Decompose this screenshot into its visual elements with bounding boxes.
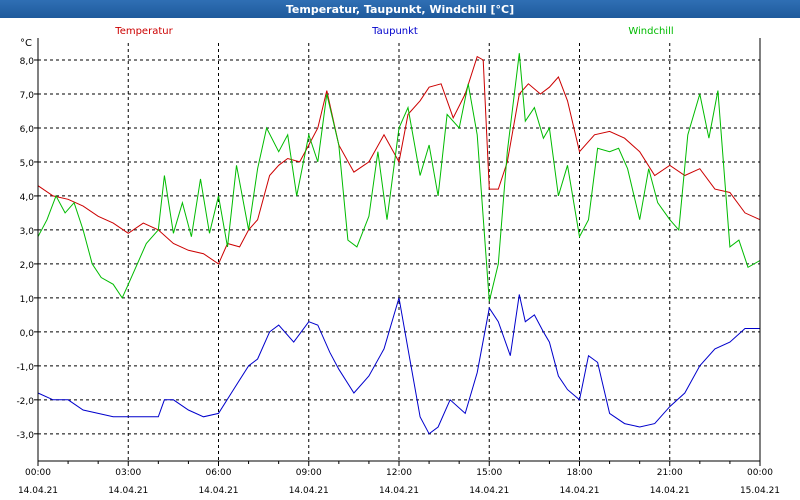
- y-tick-label: 2,0: [20, 261, 35, 271]
- legend-temperatur: Temperatur: [114, 26, 173, 37]
- x-tick-date: 14.04.21: [379, 486, 419, 496]
- x-tick-time: 06:00: [206, 468, 232, 478]
- y-tick-label: 0,0: [20, 329, 35, 339]
- x-tick-date: 15.04.21: [740, 486, 780, 496]
- y-tick-label: 3,0: [20, 227, 35, 237]
- x-tick-date: 14.04.21: [559, 486, 599, 496]
- chart-canvas: Temperatur Taupunkt Windchill 8,0 7,0 6,0 5,0…: [16, 26, 780, 496]
- series-line-windchill: [37, 53, 761, 302]
- series-line-taupunkt: [37, 294, 760, 435]
- x-tick-date: 14.04.21: [650, 486, 690, 496]
- axes: 8,0 7,0 6,0 5,0 4,0 3,0 2,0 1,0 0,0 -1,0 -2,0 -3,0 0…: [16, 38, 780, 496]
- x-tick-time: 15:00: [476, 468, 502, 478]
- y-tick-label: -1,0: [16, 363, 34, 373]
- x-tick-time: 09:00: [296, 468, 322, 478]
- y-tick-label: 6,0: [20, 125, 35, 135]
- y-tick-label: 1,0: [20, 295, 35, 305]
- grid: [38, 43, 760, 461]
- x-tick-time: 18:00: [567, 468, 593, 478]
- y-tick-label: 5,0: [20, 159, 35, 169]
- series-line-temperatur: [37, 55, 761, 265]
- y-tick-label: 8,0: [20, 57, 35, 67]
- x-tick-date: 14.04.21: [108, 486, 148, 496]
- series-lines: [37, 53, 761, 435]
- y-tick-label: 4,0: [20, 193, 35, 203]
- legend-windchill: Windchill: [628, 26, 673, 37]
- y-tick-label: -3,0: [16, 431, 34, 441]
- x-tick-time: 00:00: [747, 468, 773, 478]
- legend: Temperatur Taupunkt Windchill: [114, 26, 673, 37]
- x-tick-time: 00:00: [25, 468, 51, 478]
- x-tick-date: 14.04.21: [469, 486, 509, 496]
- legend-taupunkt: Taupunkt: [371, 26, 418, 37]
- chart-title: Temperatur, Taupunkt, Windchill [°C]: [0, 0, 800, 18]
- x-tick-time: 21:00: [657, 468, 683, 478]
- y-tick-label: -2,0: [16, 397, 34, 407]
- y-tick-label: 7,0: [20, 91, 35, 101]
- x-tick-time: 03:00: [115, 468, 141, 478]
- x-tick-date: 14.04.21: [198, 486, 238, 496]
- y-axis-label: °C: [20, 38, 32, 49]
- x-tick-time: 12:00: [386, 468, 412, 478]
- x-tick-date: 14.04.21: [18, 486, 58, 496]
- x-tick-date: 14.04.21: [289, 486, 329, 496]
